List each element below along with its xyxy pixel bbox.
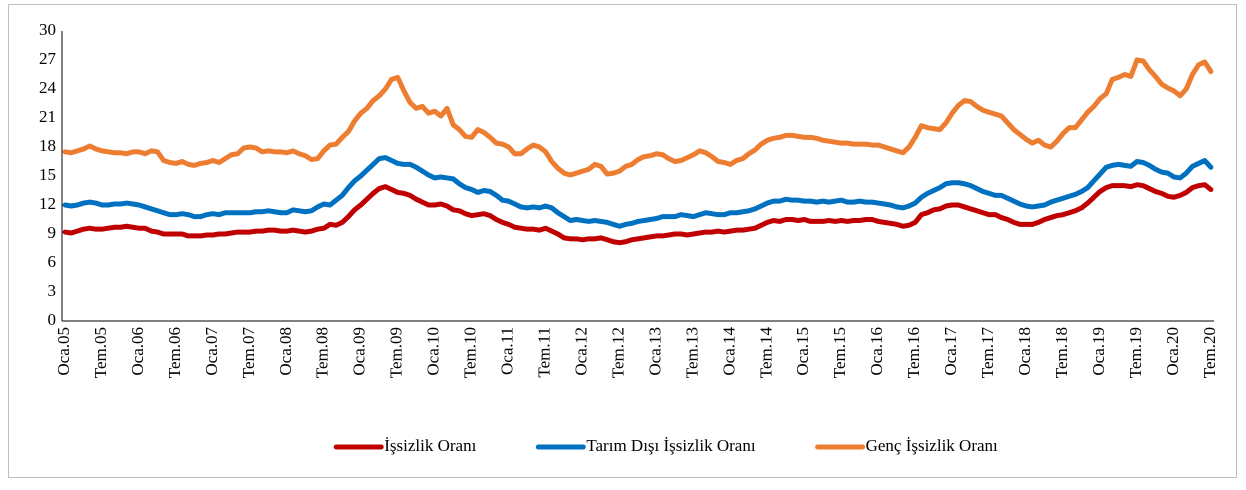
x-tick-label: Oca.16 xyxy=(867,327,886,376)
y-tick-label: 27 xyxy=(39,49,57,68)
x-tick-label: Tem.13 xyxy=(682,327,701,378)
x-tick-label: Oca.17 xyxy=(941,327,960,376)
y-tick-label: 30 xyxy=(39,20,56,39)
y-tick-label: 15 xyxy=(39,165,56,184)
y-tick-label: 18 xyxy=(39,136,56,155)
x-tick-label: Oca.06 xyxy=(128,327,147,376)
series-line xyxy=(62,182,1214,246)
legend-label: Tarım Dışı İşsizlik Oranı xyxy=(586,436,756,455)
x-tick-label: Tem.05 xyxy=(91,327,110,378)
x-tick-label: Oca.13 xyxy=(645,327,664,376)
series-line xyxy=(62,57,1214,178)
x-tick-label: Oca.20 xyxy=(1163,327,1182,376)
x-tick-label: Oca.08 xyxy=(276,327,295,376)
y-tick-label: 21 xyxy=(39,107,56,126)
x-tick-label: Tem.06 xyxy=(165,327,184,378)
x-tick-label: Oca.10 xyxy=(424,327,443,376)
x-tick-label: Oca.05 xyxy=(54,327,73,376)
x-tick-label: Tem.11 xyxy=(534,327,553,378)
x-tick-label: Tem.14 xyxy=(756,327,775,379)
y-tick-label: 3 xyxy=(48,281,57,300)
legend-label: Genç İşsizlik Oranı xyxy=(866,436,998,455)
y-tick-label: 6 xyxy=(48,252,57,271)
x-tick-label: Oca.09 xyxy=(350,327,369,376)
y-tick-label: 0 xyxy=(48,310,57,329)
y-tick-label: 9 xyxy=(48,223,57,242)
series-line xyxy=(62,155,1214,229)
x-tick-label: Tem.09 xyxy=(387,327,406,378)
x-tick-label: Tem.18 xyxy=(1052,327,1071,378)
x-tick-label: Oca.19 xyxy=(1089,327,1108,376)
x-tick-label: Oca.14 xyxy=(719,327,738,376)
x-tick-label: Tem.19 xyxy=(1126,327,1145,378)
x-tick-label: Tem.10 xyxy=(461,327,480,378)
x-tick-label: Tem.17 xyxy=(978,327,997,379)
x-tick-label: Tem.20 xyxy=(1200,327,1219,378)
x-tick-label: Tem.16 xyxy=(904,327,923,378)
x-tick-label: Oca.18 xyxy=(1015,327,1034,376)
x-tick-label: Oca.15 xyxy=(793,327,812,376)
y-tick-label: 24 xyxy=(39,78,57,97)
legend-label: İşsizlik Oranı xyxy=(384,436,476,455)
x-tick-label: Oca.11 xyxy=(498,327,517,375)
y-tick-label: 12 xyxy=(39,194,56,213)
x-tick-label: Oca.12 xyxy=(571,327,590,376)
x-tick-label: Tem.07 xyxy=(239,327,258,379)
x-tick-label: Oca.07 xyxy=(202,327,221,376)
x-tick-label: Tem.12 xyxy=(608,327,627,378)
x-tick-label: Tem.08 xyxy=(313,327,332,378)
x-tick-label: Tem.15 xyxy=(830,327,849,378)
